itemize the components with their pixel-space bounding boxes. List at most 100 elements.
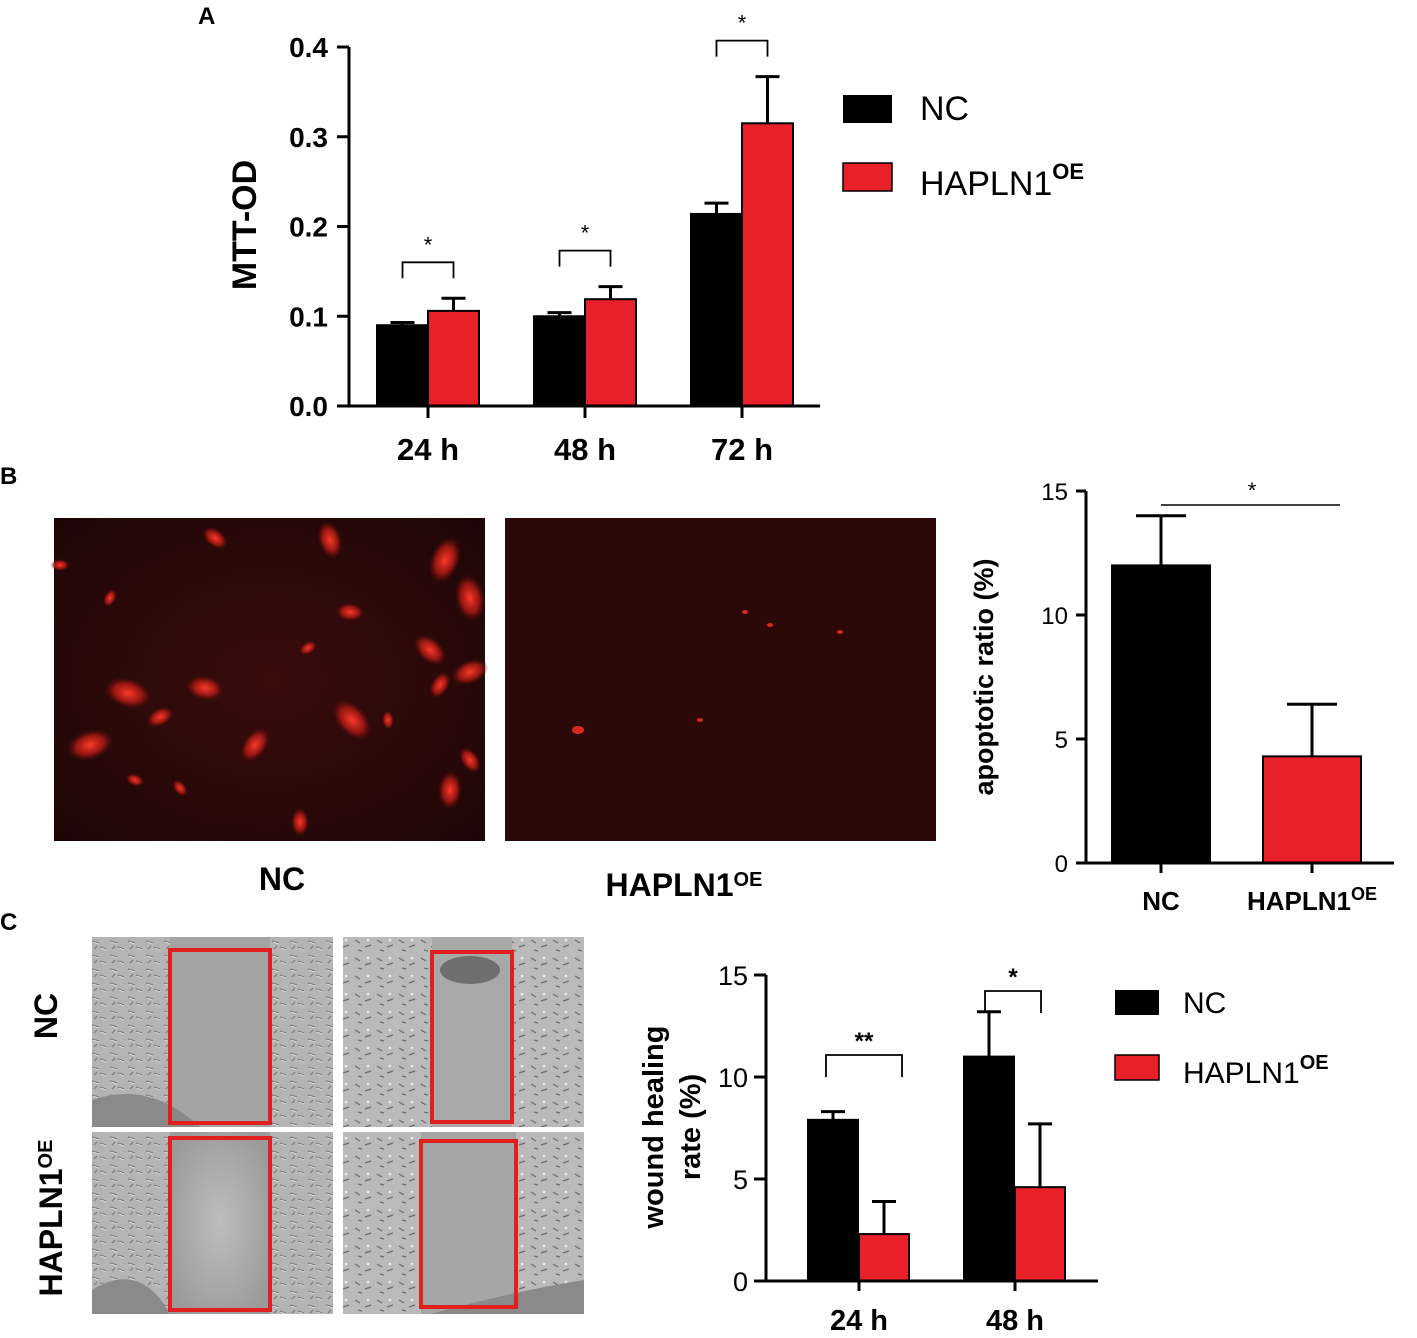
fluorescent-cell — [146, 706, 174, 728]
fluorescent-cell — [299, 640, 317, 656]
wound-image-oe-48h — [343, 1132, 584, 1314]
fluorescent-cell — [451, 658, 489, 686]
wound-box — [419, 1139, 518, 1309]
chart-b-ylabel: apoptotic ratio (%) — [969, 559, 999, 796]
chart-b-xtick-label: NC — [1142, 886, 1180, 916]
legend-swatch-nc — [1115, 990, 1159, 1015]
chart-a-xtick-label: 72 h — [711, 432, 773, 467]
fluorescent-cell — [66, 729, 114, 761]
fluorescence-image-nc — [50, 518, 489, 841]
significance-bracket — [984, 990, 1042, 1013]
fluorescent-cell — [413, 634, 447, 666]
chart-c-ylabel-line1: wound healing — [638, 1026, 670, 1230]
chart-c-ytick-label: 0 — [733, 1267, 748, 1297]
chart-a-ytick-label: 0.4 — [289, 32, 328, 63]
significance-bracket — [715, 39, 769, 57]
chart-c-xtick-label: 24 h — [830, 1305, 888, 1337]
wound-image-nc-48h — [343, 937, 584, 1127]
legend-swatch-oe — [842, 162, 893, 192]
bar-oe — [858, 1233, 910, 1282]
image-label-oe: HAPLN1OE — [606, 867, 763, 903]
panel-label-b: B — [0, 463, 17, 490]
chart-a-legend: NC HAPLN1OE — [842, 90, 1084, 203]
chart-c-ytick-label: 10 — [718, 1063, 748, 1093]
fluorescent-cell — [459, 746, 481, 774]
wound-image-oe-0h — [92, 1132, 333, 1314]
significance-marker: * — [581, 221, 590, 246]
fluorescent-cell — [317, 521, 343, 559]
legend-swatch-nc — [843, 95, 892, 123]
bar-oe — [741, 122, 794, 407]
legend-label-oe-main: HAPLN1 — [1183, 1057, 1300, 1090]
chart-c-ytick-label: 5 — [733, 1165, 748, 1195]
fluorescent-cell — [742, 610, 748, 614]
bar-nc — [1111, 564, 1211, 865]
fluorescent-cell — [202, 526, 228, 550]
fluorescent-cell — [104, 677, 152, 709]
row-label-oe-sup: OE — [35, 1140, 57, 1169]
chart-c: wound healing rate (%) 0 5 10 15 24 h 48 h *… — [638, 961, 1329, 1337]
fluorescent-cell — [428, 536, 462, 584]
chart-b: apoptotic ratio (%) 0 5 10 15 NC HAPLN1OE * — [969, 478, 1394, 916]
significance-bracket — [401, 261, 455, 279]
wound-image-nc-0h — [92, 937, 333, 1127]
chart-c-ylabel-line2: rate (%) — [675, 1074, 707, 1180]
bar-oe — [584, 298, 637, 408]
significance-marker: * — [1008, 964, 1018, 991]
chart-a-xtick-label: 48 h — [554, 432, 616, 467]
significance-marker: * — [738, 11, 747, 36]
fluorescent-cell — [240, 727, 270, 763]
bar-nc — [376, 324, 429, 408]
wound-box — [168, 948, 272, 1125]
bar-oe — [427, 309, 480, 407]
chart-c-xtick-label: 48 h — [986, 1305, 1044, 1337]
chart-a-xtick-label: 24 h — [397, 432, 459, 467]
row-label-nc: NC — [28, 993, 64, 1039]
significance-marker: * — [1248, 478, 1257, 503]
legend-swatch-oe — [1114, 1054, 1160, 1081]
fluorescence-image-oe — [505, 518, 936, 841]
fluorescent-cell — [290, 807, 310, 837]
chart-c-legend: NC HAPLN1OE — [1114, 987, 1329, 1090]
fluorescent-cell — [837, 630, 843, 634]
fluorescent-cell — [767, 623, 773, 627]
legend-label-oe: HAPLN1OE — [1183, 1052, 1329, 1090]
fluorescent-cell — [125, 773, 145, 787]
significance-bracket — [558, 249, 612, 267]
image-label-oe-sup: OE — [734, 869, 763, 891]
significance-bracket — [825, 1054, 903, 1077]
panel-label-c: C — [0, 909, 17, 936]
chart-a-ytick-label: 0.1 — [289, 301, 328, 332]
legend-label-nc: NC — [1183, 987, 1226, 1020]
fluorescent-cell — [697, 718, 703, 722]
chart-b-ytick-label: 0 — [1055, 851, 1068, 878]
row-label-oe-main: HAPLN1 — [33, 1168, 69, 1296]
legend-label-oe-sup: OE — [1052, 159, 1084, 184]
image-label-oe-main: HAPLN1 — [606, 867, 734, 903]
chart-b-ytick-label: 10 — [1041, 603, 1068, 630]
bar-nc — [533, 315, 586, 407]
legend-label-nc: NC — [920, 90, 969, 128]
fluorescent-cell — [429, 671, 451, 699]
bar-nc — [690, 212, 743, 407]
legend-label-oe: HAPLN1OE — [920, 159, 1084, 203]
legend-label-oe-sup: OE — [1300, 1052, 1329, 1074]
chart-b-ytick-label: 15 — [1041, 479, 1068, 506]
fluorescent-cell — [572, 726, 584, 734]
fluorescent-cell — [454, 574, 486, 622]
chart-a: MTT-OD 0.00.10.20.30.4 24 h 48 h 72 h * ** … — [226, 11, 1084, 467]
image-label-nc: NC — [259, 861, 305, 897]
fluorescent-cell — [381, 710, 395, 730]
row-label-oe: HAPLN1OE — [33, 1140, 69, 1297]
panel-label-a: A — [198, 3, 215, 30]
fluorescent-cell — [335, 602, 365, 622]
chart-a-ylabel: MTT-OD — [226, 160, 264, 290]
bar-nc — [807, 1118, 859, 1282]
significance-marker: * — [424, 232, 433, 257]
bar-nc — [963, 1055, 1015, 1282]
wound-box — [168, 1136, 272, 1312]
fluorescent-cell — [185, 675, 225, 701]
chart-a-ytick-label: 0.3 — [289, 122, 328, 153]
fluorescent-cell — [103, 588, 117, 608]
fluorescent-cell — [50, 559, 70, 571]
